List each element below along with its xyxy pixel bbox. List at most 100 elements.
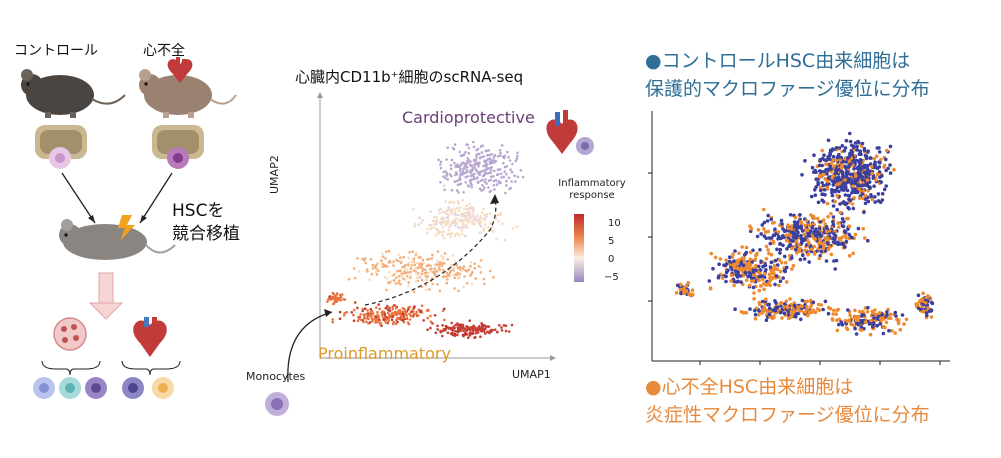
origin-point bbox=[842, 149, 847, 153]
origin-point bbox=[921, 309, 925, 314]
origin-point bbox=[861, 226, 866, 231]
umap-point bbox=[453, 334, 457, 338]
origin-point bbox=[751, 248, 755, 253]
origin-point bbox=[851, 206, 856, 211]
umap-point bbox=[489, 162, 493, 165]
origin-point bbox=[775, 247, 779, 252]
origin-point bbox=[808, 229, 813, 233]
umap-point bbox=[469, 261, 473, 264]
umap-point bbox=[454, 165, 458, 169]
umap-point bbox=[469, 181, 473, 184]
origin-point bbox=[791, 263, 796, 268]
origin-point bbox=[875, 316, 880, 321]
origin-point bbox=[852, 145, 856, 150]
umap-point bbox=[487, 149, 490, 152]
umap-point bbox=[473, 166, 476, 169]
origin-point bbox=[757, 300, 762, 305]
origin-point bbox=[807, 242, 811, 246]
umap-point bbox=[434, 331, 438, 335]
umap-point bbox=[399, 310, 403, 314]
origin-point bbox=[772, 264, 777, 268]
origin-point bbox=[746, 274, 750, 279]
umap-point bbox=[408, 251, 411, 254]
origin-point bbox=[684, 284, 689, 288]
umap-point bbox=[414, 266, 417, 270]
origin-point bbox=[878, 322, 882, 326]
umap-point bbox=[455, 263, 459, 267]
umap-point bbox=[468, 207, 471, 211]
origin-point bbox=[744, 250, 749, 255]
origin-point bbox=[752, 291, 756, 295]
umap-point bbox=[491, 225, 494, 228]
origin-point bbox=[853, 181, 857, 186]
origin-point bbox=[764, 244, 769, 249]
umap-point bbox=[500, 326, 503, 329]
umap-point bbox=[476, 180, 480, 184]
control-label: コントロール bbox=[14, 43, 98, 59]
origin-point bbox=[823, 249, 828, 253]
origin-point bbox=[824, 162, 829, 167]
umap-point bbox=[337, 298, 340, 302]
origin-point bbox=[803, 223, 807, 228]
origin-point bbox=[756, 228, 761, 232]
umap-point bbox=[383, 312, 387, 316]
origin-point bbox=[789, 256, 794, 260]
umap-point bbox=[397, 281, 400, 285]
umap-point bbox=[407, 308, 410, 311]
umap-point bbox=[435, 218, 439, 222]
origin-point bbox=[724, 262, 729, 266]
umap-point bbox=[439, 207, 443, 211]
proinflammatory-label: Proinflammatory bbox=[318, 344, 451, 363]
umap-point bbox=[401, 307, 405, 310]
umap-point bbox=[494, 217, 498, 221]
umap-point bbox=[472, 140, 475, 144]
origin-point bbox=[832, 180, 837, 185]
umap-point bbox=[493, 153, 497, 157]
origin-point bbox=[766, 229, 770, 234]
umap-point bbox=[444, 212, 447, 215]
origin-point bbox=[815, 216, 820, 221]
origin-point bbox=[844, 236, 848, 240]
origin-point bbox=[874, 154, 879, 158]
umap-point bbox=[419, 256, 422, 259]
origin-point bbox=[788, 234, 793, 238]
origin-point bbox=[769, 253, 774, 257]
origin-point bbox=[849, 235, 853, 239]
origin-point bbox=[840, 166, 844, 170]
origin-point bbox=[828, 151, 832, 155]
origin-point bbox=[752, 308, 757, 313]
umap-point bbox=[480, 189, 483, 192]
umap-point bbox=[362, 317, 366, 320]
origin-point bbox=[741, 263, 746, 268]
umap-point bbox=[417, 308, 421, 311]
umap-point bbox=[444, 329, 447, 332]
origin-point bbox=[844, 239, 849, 244]
origin-point bbox=[848, 198, 853, 203]
origin-point bbox=[817, 256, 822, 261]
umap-point bbox=[514, 159, 518, 163]
origin-point bbox=[826, 138, 831, 143]
origin-point bbox=[855, 144, 859, 149]
origin-point bbox=[760, 223, 765, 227]
origin-point bbox=[810, 226, 814, 230]
origin-point bbox=[820, 181, 824, 185]
umap-point bbox=[509, 168, 512, 171]
origin-point bbox=[819, 249, 823, 254]
umap-point bbox=[455, 217, 459, 221]
umap-point bbox=[483, 218, 487, 222]
origin-point bbox=[803, 299, 807, 304]
origin-point bbox=[839, 184, 844, 188]
umap-point bbox=[465, 143, 468, 146]
umap-point bbox=[498, 168, 502, 171]
origin-point bbox=[813, 193, 818, 197]
origin-point bbox=[923, 301, 928, 305]
origin-point bbox=[758, 271, 762, 276]
umap-point bbox=[458, 219, 461, 223]
origin-point bbox=[744, 278, 749, 282]
umap-point bbox=[453, 210, 457, 214]
umap-point bbox=[409, 267, 413, 270]
umap-point bbox=[361, 307, 365, 311]
origin-point bbox=[711, 266, 715, 271]
origin-point bbox=[769, 217, 773, 222]
umap-point bbox=[326, 300, 329, 303]
